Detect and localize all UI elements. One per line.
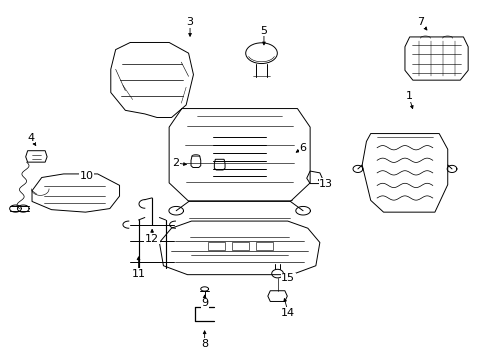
Text: 1: 1 [405, 91, 411, 101]
Text: 12: 12 [145, 234, 159, 244]
Text: 7: 7 [416, 17, 423, 27]
Text: 8: 8 [201, 339, 208, 348]
Text: 14: 14 [281, 308, 295, 318]
Bar [255, 242, 273, 249]
Bar [207, 242, 225, 249]
Text: 5: 5 [260, 26, 267, 36]
Text: 10: 10 [80, 171, 93, 181]
Text: 2: 2 [172, 158, 179, 168]
Text: 4: 4 [27, 133, 34, 143]
Text: 3: 3 [186, 17, 193, 27]
Bar [231, 242, 249, 249]
Text: 13: 13 [319, 179, 332, 189]
Text: 15: 15 [281, 273, 295, 283]
Text: 11: 11 [131, 269, 145, 279]
Text: 9: 9 [201, 298, 208, 308]
Text: 6: 6 [299, 143, 305, 153]
